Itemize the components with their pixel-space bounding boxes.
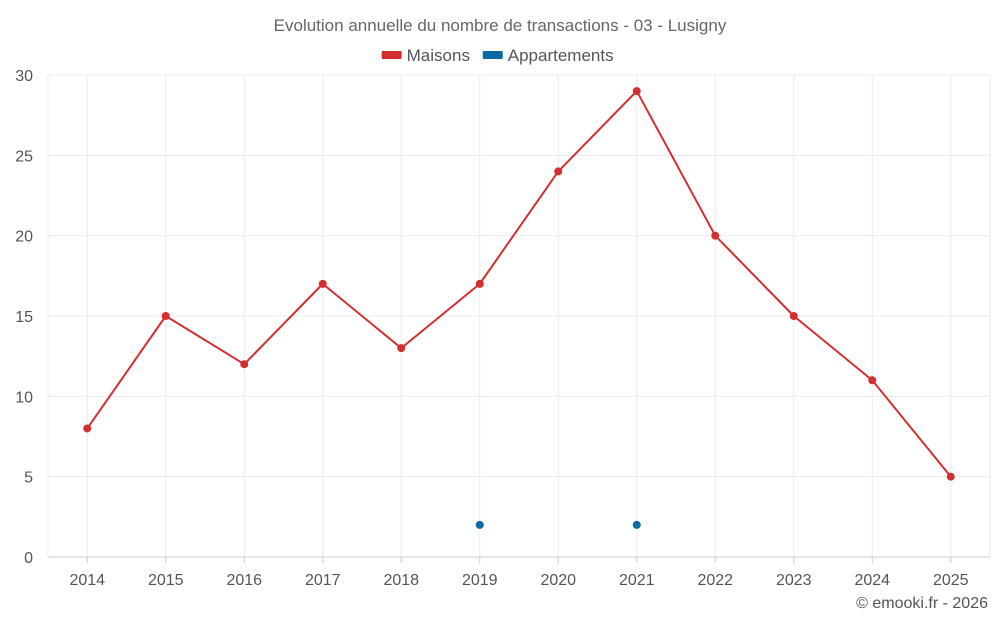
- series-layer: [83, 87, 955, 529]
- x-tick-label: 2016: [226, 572, 262, 589]
- series-maisons: [83, 87, 955, 481]
- y-tick-label: 10: [15, 389, 33, 406]
- x-tick-label: 2015: [148, 572, 184, 589]
- x-tick-label: 2014: [69, 572, 105, 589]
- x-tick-label: 2019: [462, 572, 498, 589]
- x-tick-label: 2024: [854, 572, 890, 589]
- data-point[interactable]: [789, 312, 798, 320]
- legend-label: Appartements: [508, 46, 614, 65]
- data-point[interactable]: [318, 279, 327, 288]
- series-appartements: [475, 520, 641, 529]
- data-point[interactable]: [711, 231, 720, 240]
- copyright-footer: © emooki.fr - 2026: [856, 595, 988, 612]
- y-tick-label: 0: [24, 550, 33, 567]
- y-tick-label: 25: [15, 148, 33, 165]
- data-point[interactable]: [240, 360, 249, 369]
- legend-label: Maisons: [407, 46, 470, 65]
- legend-item-maisons[interactable]: Maisons: [381, 46, 470, 65]
- x-tick-label: 2023: [776, 572, 812, 589]
- data-point[interactable]: [397, 344, 406, 353]
- x-tick-label: 2020: [540, 572, 576, 589]
- x-tick-label: 2018: [383, 572, 419, 589]
- data-point[interactable]: [554, 167, 563, 176]
- data-point[interactable]: [632, 87, 641, 96]
- data-point[interactable]: [83, 424, 92, 433]
- x-tick-label: 2022: [697, 572, 733, 589]
- x-tick-label: 2025: [933, 572, 969, 589]
- data-point[interactable]: [475, 279, 484, 288]
- legend-swatch: [482, 51, 503, 59]
- data-point[interactable]: [946, 472, 955, 481]
- x-tick-label: 2017: [305, 572, 341, 589]
- data-point[interactable]: [868, 376, 877, 385]
- y-tick-label: 15: [15, 309, 33, 326]
- series-line: [86, 90, 952, 478]
- data-point[interactable]: [632, 520, 641, 529]
- chart-title: Evolution annuelle du nombre de transact…: [274, 16, 727, 35]
- data-point[interactable]: [161, 312, 170, 320]
- x-tick-label: 2021: [619, 572, 655, 589]
- y-tick-label: 20: [15, 229, 33, 246]
- legend-swatch: [381, 51, 402, 59]
- legend: Maisons Appartements: [381, 46, 614, 65]
- data-point[interactable]: [475, 520, 484, 529]
- legend-item-appartements[interactable]: Appartements: [482, 46, 614, 65]
- grid: [48, 74, 990, 557]
- y-tick-label: 30: [15, 68, 33, 85]
- y-tick-label: 5: [24, 470, 33, 487]
